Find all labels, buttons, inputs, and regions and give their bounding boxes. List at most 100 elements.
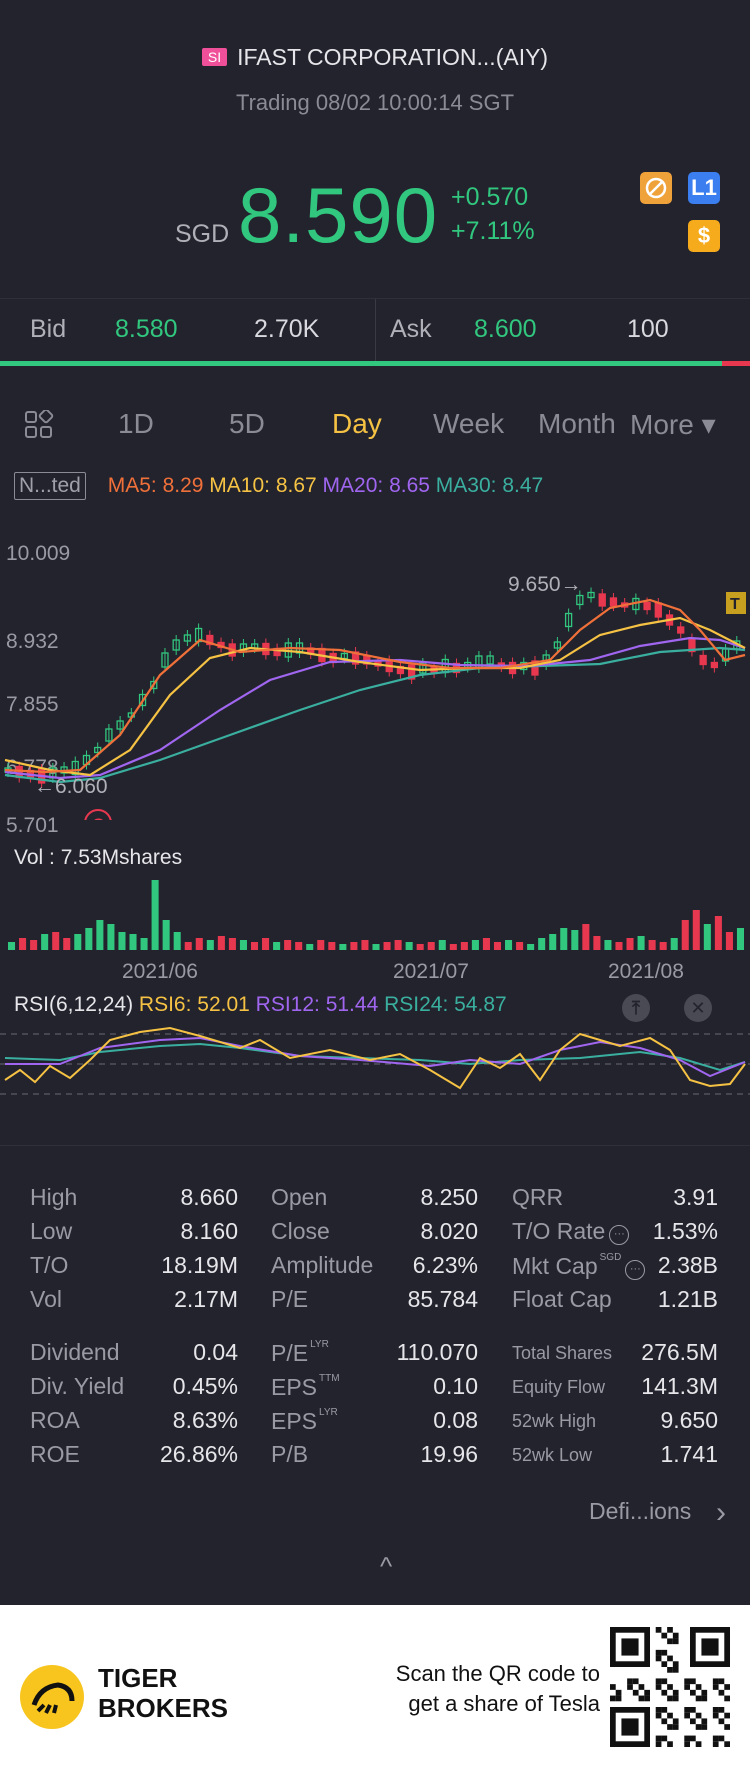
candle: [94, 746, 102, 754]
qr-module: [672, 1661, 679, 1667]
volume-bar: [273, 942, 281, 950]
t-marker[interactable]: T: [730, 596, 740, 613]
rsi-label: RSI(6,12,24): [14, 993, 134, 1016]
volume-bar: [604, 940, 612, 950]
volume-bar: [593, 936, 601, 950]
price-change: +0.570: [451, 183, 529, 211]
qr-module: [672, 1689, 679, 1696]
stat-value: 6.23%: [412, 1252, 478, 1278]
stat-label-p-e: P/E LYR: [271, 1339, 329, 1366]
tab-5d[interactable]: 5D: [229, 408, 265, 439]
stat-label-low: Low: [30, 1218, 73, 1244]
volume-bar: [449, 944, 457, 950]
volume-bar: [118, 932, 126, 950]
tab-month[interactable]: Month: [538, 408, 616, 439]
pin-icon[interactable]: ⤒: [622, 994, 650, 1022]
stat-value: 8.020: [420, 1218, 478, 1244]
ask-size: 100: [627, 315, 669, 343]
volume-bar: [250, 942, 259, 950]
volume-chart[interactable]: [0, 870, 750, 950]
candle: [206, 634, 214, 646]
collapse-icon[interactable]: ^: [380, 1551, 393, 1581]
volume-bar: [195, 938, 203, 950]
volume-bar: [306, 944, 314, 950]
promo-footer[interactable]: TIGER BROKERS Scan the QR code to get a …: [0, 1605, 750, 1767]
volume-bar: [670, 938, 678, 950]
tab-more[interactable]: More ▾: [630, 409, 716, 440]
volume-label: Vol : 7.53Mshares: [14, 846, 183, 869]
volume-bar: [63, 938, 71, 950]
volume-bar: [427, 942, 435, 950]
candle: [138, 693, 147, 707]
volume-bar: [317, 940, 325, 950]
ma10-line: [4, 616, 746, 777]
volume-bar: [493, 942, 502, 950]
stat-value: 1.21B: [657, 1286, 718, 1312]
layout-grid-icon[interactable]: [24, 410, 54, 440]
dollar-icon[interactable]: $: [688, 220, 720, 252]
rsi-chart[interactable]: [0, 1020, 750, 1120]
volume-bar: [41, 934, 49, 950]
qr-module: [724, 1724, 730, 1730]
volume-bar: [394, 940, 402, 950]
volume-bar: [626, 938, 634, 950]
tab-week[interactable]: Week: [433, 408, 505, 439]
qr-module: [701, 1689, 708, 1696]
qr-module: [672, 1718, 679, 1725]
candlestick-chart[interactable]: 9.650→ ←6.060 Q T: [0, 520, 750, 820]
rsi6-value: RSI6: 52.01: [138, 993, 250, 1016]
volume-bar: [703, 924, 711, 950]
qr-module: [718, 1707, 725, 1713]
volume-bar: [438, 940, 446, 950]
qr-module: [667, 1724, 673, 1730]
qr-module: [672, 1638, 679, 1645]
volume-bar: [19, 938, 27, 950]
volume-bar: [538, 938, 546, 950]
volume-bar: [505, 940, 513, 950]
volume-bar: [239, 940, 247, 950]
qr-module: [667, 1684, 673, 1690]
qr-module: [655, 1655, 662, 1662]
q-marker[interactable]: Q: [92, 815, 105, 820]
stat-value: 8.250: [420, 1184, 478, 1210]
qr-module: [712, 1735, 719, 1742]
volume-bar: [383, 942, 391, 950]
bid-label: Bid: [30, 315, 67, 343]
bid-price: 8.580: [115, 315, 178, 343]
stat-superscript: LYR: [319, 1407, 338, 1418]
volume-bar: [339, 944, 347, 950]
candle: [150, 680, 158, 690]
qr-code-icon[interactable]: [610, 1627, 730, 1747]
tab-day[interactable]: Day: [332, 408, 382, 439]
volume-bar: [217, 936, 225, 950]
qr-module: [684, 1712, 690, 1719]
qr-module: [684, 1678, 690, 1685]
info-icon[interactable]: ···: [609, 1225, 630, 1245]
definitions-link[interactable]: Defi...ions: [589, 1498, 692, 1524]
candle: [643, 601, 651, 611]
info-icon[interactable]: ···: [625, 1260, 646, 1280]
stat-label-amplitude: Amplitude: [271, 1252, 374, 1278]
ma5-line: [4, 598, 746, 774]
exchange-badge: SI: [201, 48, 228, 66]
qr-module: [667, 1712, 673, 1719]
stats-panel: High 8.660 Low 8.160 T/O 18.19M Vol 2.17M Divide…: [0, 1145, 750, 1605]
level1-badge[interactable]: L1: [688, 172, 720, 204]
chevron-right-icon[interactable]: ›: [716, 1496, 726, 1529]
qr-module: [661, 1707, 668, 1713]
qr-finder-module: [621, 1718, 639, 1736]
volume-bar: [416, 944, 424, 950]
indicator-toggle[interactable]: N...ted: [14, 472, 86, 500]
volume-bar: [460, 942, 468, 950]
qr-module: [655, 1707, 662, 1713]
volume-bar: [184, 942, 192, 950]
candle: [183, 634, 192, 642]
volume-bar: [284, 940, 292, 950]
stock-title: SI IFAST CORPORATION...(AIY): [0, 44, 750, 71]
close-icon[interactable]: ✕: [684, 994, 712, 1022]
tab-1d[interactable]: 1D: [118, 408, 154, 439]
no-short-icon[interactable]: [640, 172, 672, 204]
bid-ask-panel[interactable]: Bid 8.580 2.70K Ask 8.600 100: [0, 298, 750, 363]
stat-label-div-yield: Div. Yield: [30, 1373, 125, 1399]
qr-module: [655, 1735, 662, 1742]
